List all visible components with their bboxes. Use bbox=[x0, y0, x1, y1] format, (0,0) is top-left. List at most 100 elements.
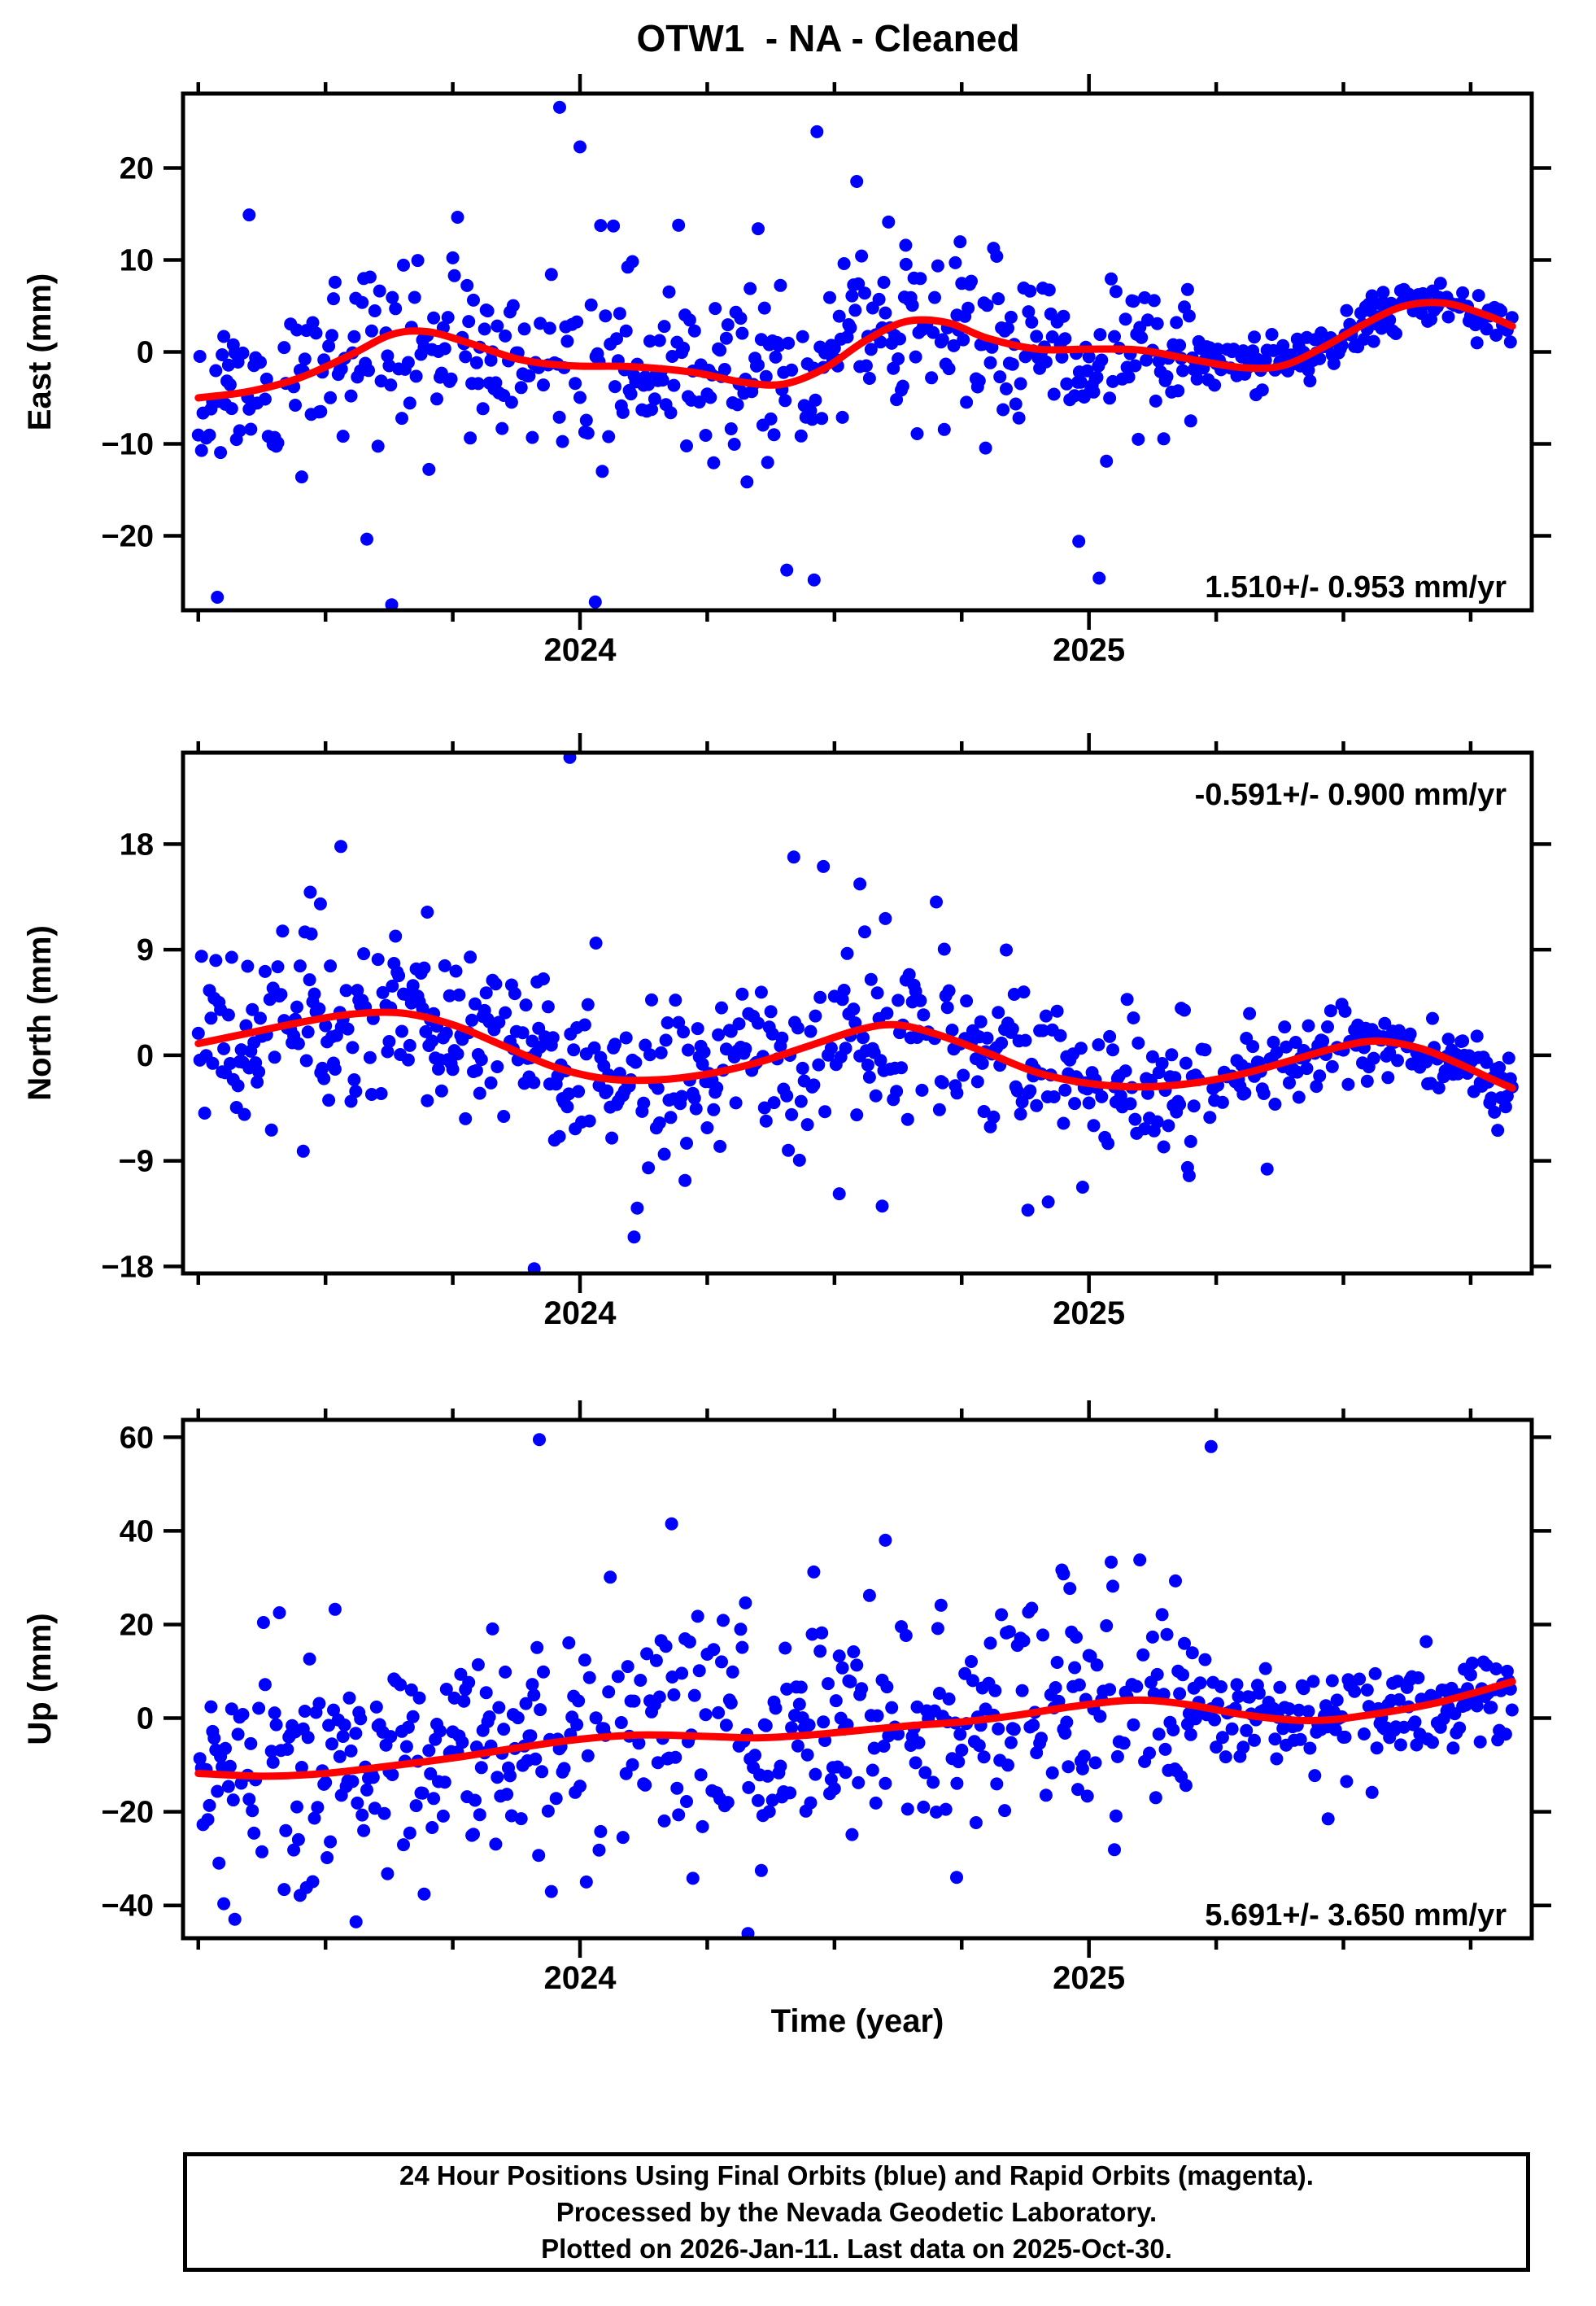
scatter-point bbox=[626, 1758, 639, 1771]
scatter-point bbox=[408, 290, 421, 304]
scatter-point bbox=[339, 984, 353, 998]
scatter-point bbox=[810, 124, 824, 138]
scatter-point bbox=[1093, 1710, 1107, 1723]
scatter-point bbox=[360, 532, 373, 546]
scatter-point bbox=[362, 364, 375, 378]
scatter-point bbox=[1171, 384, 1185, 398]
scatter-point bbox=[769, 350, 783, 364]
scatter-point bbox=[992, 1006, 1005, 1020]
scatter-point bbox=[807, 1078, 821, 1092]
scatter-point bbox=[1103, 1029, 1117, 1043]
panel-north bbox=[164, 733, 1551, 1293]
scatter-point bbox=[975, 1056, 989, 1070]
scatter-point bbox=[861, 1058, 874, 1072]
scatter-point bbox=[950, 1086, 964, 1100]
scatter-outlier bbox=[665, 1517, 678, 1531]
scatter-point bbox=[850, 1108, 864, 1122]
scatter-point bbox=[514, 1812, 528, 1826]
scatter-point bbox=[325, 329, 338, 343]
scatter-point bbox=[892, 352, 905, 365]
scatter-point bbox=[416, 1002, 430, 1015]
scatter-outlier bbox=[533, 1433, 546, 1447]
scatter-point bbox=[794, 429, 808, 443]
scatter-point bbox=[419, 1024, 433, 1038]
scatter-point bbox=[1120, 993, 1134, 1007]
scatter-point bbox=[1360, 1684, 1374, 1697]
y-tick-label: 10 bbox=[120, 244, 154, 278]
scatter-point bbox=[301, 1025, 315, 1039]
scatter-outlier bbox=[752, 222, 765, 236]
scatter-point bbox=[262, 1945, 275, 1958]
scatter-point bbox=[322, 339, 336, 353]
scatter-point bbox=[389, 302, 403, 316]
scatter-point bbox=[384, 1730, 398, 1744]
scatter-point bbox=[438, 342, 451, 356]
scatter-point bbox=[1502, 1051, 1515, 1065]
scatter-point bbox=[277, 341, 291, 355]
scatter-point bbox=[312, 1697, 326, 1710]
scatter-point bbox=[850, 1658, 864, 1672]
scatter-point bbox=[748, 1749, 762, 1762]
scatter-outlier bbox=[853, 877, 867, 891]
scatter-point bbox=[304, 927, 318, 941]
scatter-point bbox=[942, 984, 956, 998]
scatter-point bbox=[469, 1063, 483, 1077]
scatter-point bbox=[1036, 1024, 1049, 1037]
scatter-point bbox=[336, 430, 350, 443]
scatter-point bbox=[1190, 1708, 1204, 1722]
scatter-point bbox=[879, 911, 892, 925]
scatter-point bbox=[412, 1691, 426, 1705]
scatter-point bbox=[1055, 350, 1069, 364]
scatter-point bbox=[386, 979, 399, 993]
scatter-point bbox=[813, 990, 827, 1004]
scatter-point bbox=[630, 1201, 644, 1215]
y-tick-label: −10 bbox=[102, 427, 154, 461]
scatter-point bbox=[1303, 374, 1317, 388]
scatter-point bbox=[427, 1792, 441, 1806]
scatter-point bbox=[194, 950, 208, 963]
scatter-point bbox=[427, 311, 441, 325]
scatter-point bbox=[827, 1782, 841, 1796]
scatter-point bbox=[783, 1786, 797, 1800]
scatter-point bbox=[1039, 1788, 1053, 1802]
scatter-point bbox=[689, 1102, 703, 1116]
scatter-point bbox=[506, 299, 520, 312]
scatter-point bbox=[484, 1076, 498, 1090]
scatter-point bbox=[1426, 1011, 1439, 1025]
scatter-point bbox=[649, 1653, 663, 1667]
scatter-point bbox=[965, 274, 978, 288]
scatter-point bbox=[928, 290, 941, 304]
scatter-point bbox=[534, 1703, 547, 1717]
scatter-point bbox=[346, 1041, 360, 1055]
scatter-point bbox=[1338, 1730, 1352, 1744]
scatter-point bbox=[864, 343, 878, 356]
scatter-point bbox=[192, 1978, 205, 1991]
scatter-point bbox=[1488, 1105, 1502, 1119]
scatter-point bbox=[236, 1708, 250, 1721]
scatter-point bbox=[1132, 1036, 1145, 1050]
scatter-point bbox=[271, 960, 285, 974]
scatter-point bbox=[397, 258, 410, 272]
scatter-point bbox=[347, 1995, 360, 2008]
y-tick-label: 40 bbox=[120, 1514, 154, 1548]
scatter-point bbox=[322, 1719, 336, 1732]
scatter-point bbox=[226, 1793, 240, 1807]
scatter-point bbox=[995, 1608, 1009, 1622]
scatter-point bbox=[351, 1796, 364, 1810]
scatter-point bbox=[734, 1622, 748, 1636]
rate-annotation: -0.591+/- 0.900 mm/yr bbox=[1195, 778, 1507, 812]
scatter-point bbox=[627, 1230, 641, 1244]
scatter-point bbox=[368, 304, 382, 317]
scatter-point bbox=[1047, 387, 1061, 401]
scatter-point bbox=[360, 1783, 373, 1797]
scatter-point bbox=[1193, 1676, 1207, 1690]
panel-border bbox=[181, 91, 1534, 613]
scatter-point bbox=[835, 1661, 849, 1675]
scatter-point bbox=[399, 1740, 413, 1754]
scatter-point bbox=[529, 1752, 543, 1766]
rate-annotation: 1.510+/- 0.953 mm/yr bbox=[1205, 570, 1507, 605]
scatter-point bbox=[1062, 1760, 1075, 1774]
scatter-point bbox=[880, 1680, 894, 1694]
scatter-point bbox=[983, 1120, 997, 1133]
scatter-point bbox=[546, 1031, 560, 1045]
